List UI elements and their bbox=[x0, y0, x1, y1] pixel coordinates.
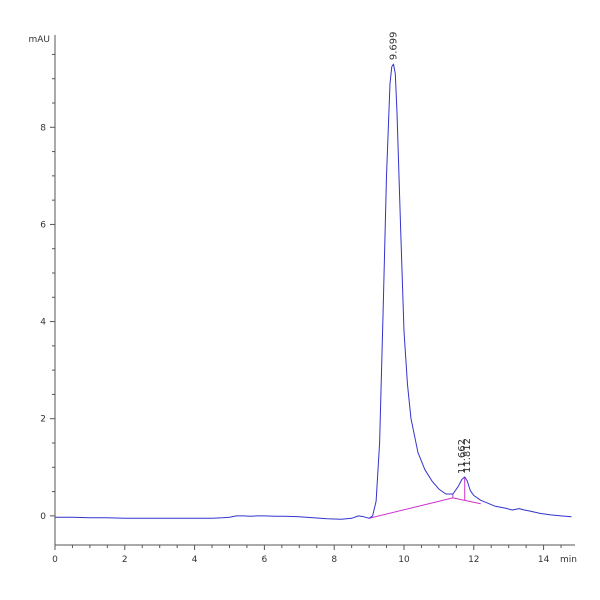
y-tick-label: 4 bbox=[40, 318, 46, 328]
chromatogram-series-line bbox=[55, 63, 572, 520]
x-tick-label: 8 bbox=[331, 555, 337, 565]
x-tick-label: 10 bbox=[398, 555, 410, 565]
baseline-segment bbox=[452, 497, 481, 505]
x-tick-label: 0 bbox=[52, 555, 58, 565]
y-tick-label: 2 bbox=[40, 415, 46, 425]
chromatogram-trace bbox=[55, 63, 572, 520]
x-tick-label: 12 bbox=[468, 555, 479, 565]
axes bbox=[54, 35, 575, 546]
x-axis-ticks: 0 2 4 6 8 10 12 14 bbox=[52, 545, 562, 565]
peak-retention-label: 9.699 bbox=[388, 32, 399, 61]
y-tick-label: 0 bbox=[40, 512, 46, 522]
peak-retention-label: 11.662 bbox=[457, 439, 468, 474]
integration-baseline bbox=[368, 477, 481, 519]
y-axis-unit-label: mAU bbox=[28, 35, 50, 45]
x-tick-label: 14 bbox=[538, 555, 550, 565]
baseline-segment bbox=[368, 497, 453, 519]
x-tick-label: 4 bbox=[192, 555, 198, 565]
x-axis-unit-label: min bbox=[560, 555, 577, 565]
y-axis-ticks: 0 2 4 6 8 bbox=[40, 53, 55, 522]
x-tick-label: 6 bbox=[262, 555, 268, 565]
y-tick-label: 8 bbox=[40, 123, 46, 133]
x-tick-label: 2 bbox=[122, 555, 128, 565]
y-tick-label: 6 bbox=[40, 220, 46, 230]
peak-retention-label: 11.812 bbox=[462, 438, 473, 473]
